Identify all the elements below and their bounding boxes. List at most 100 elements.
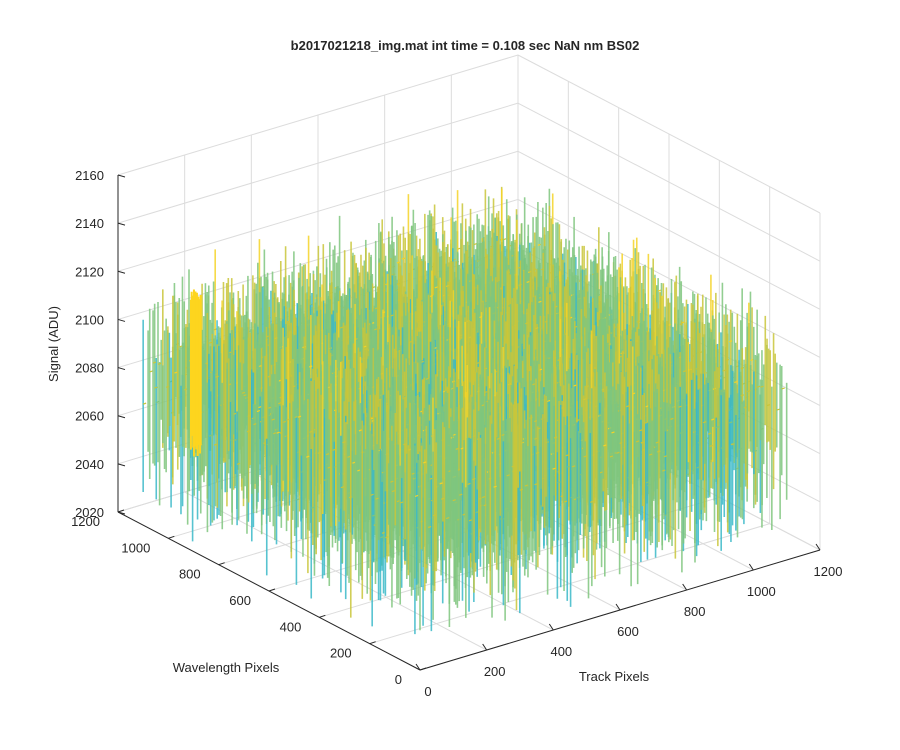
surface-spike — [401, 537, 406, 540]
surface-spike — [370, 493, 374, 496]
surface-spike — [544, 320, 549, 323]
surface-spike — [243, 394, 247, 397]
x-tick — [415, 663, 421, 671]
x-tick — [682, 583, 688, 591]
surface-spike — [711, 418, 715, 421]
surface-spike — [441, 497, 445, 500]
y-tick-label: 600 — [229, 593, 251, 608]
surface-spike — [455, 447, 459, 450]
x-tick — [815, 543, 821, 551]
z-tick — [117, 511, 126, 515]
surface-spike — [716, 425, 720, 429]
surface-spike — [273, 432, 277, 435]
surface-spike — [722, 369, 726, 372]
grid-line — [517, 54, 821, 214]
surface-spike — [691, 469, 695, 472]
y-axis-label: Wavelength Pixels — [173, 660, 280, 675]
x-tick-label: 1000 — [747, 584, 776, 599]
y-tick-label: 800 — [179, 567, 201, 582]
surface-spike — [174, 371, 178, 374]
surface-spike — [580, 473, 584, 476]
surface-spike — [390, 314, 394, 317]
surface-spike — [340, 486, 345, 489]
surface-spike — [149, 370, 153, 373]
surface-spike — [241, 391, 246, 394]
surface-spike — [645, 481, 650, 484]
x-tick-label: 200 — [484, 664, 506, 679]
x-axis-label: Track Pixels — [579, 669, 650, 684]
surface-spike — [213, 443, 218, 446]
x-tick-label: 1200 — [814, 564, 843, 579]
surface-spike — [152, 361, 157, 364]
surface-spike — [740, 394, 745, 397]
z-axis-label: Signal (ADU) — [46, 306, 61, 382]
x-tick — [615, 603, 621, 611]
surface-spike — [233, 412, 237, 415]
surface-spike — [473, 242, 478, 246]
grid-line — [517, 150, 821, 310]
surface-spike — [423, 461, 427, 464]
y-tick — [218, 562, 225, 566]
surface-spike — [157, 362, 162, 365]
surface-spike — [619, 441, 623, 444]
surface-spike — [429, 477, 433, 480]
surface-spike — [760, 385, 764, 388]
chart-title: b2017021218_img.mat int time = 0.108 sec… — [291, 38, 640, 53]
surface-spike — [246, 430, 251, 433]
surface-spike — [401, 257, 406, 260]
surface-spike — [459, 493, 463, 496]
surface-spike — [519, 488, 524, 491]
surface-spike — [263, 441, 267, 445]
surface-spike — [325, 453, 330, 456]
surface-spike — [609, 455, 614, 458]
surface-spike — [309, 365, 313, 368]
z-tick-label: 2120 — [75, 264, 104, 279]
surface-spike — [446, 516, 450, 520]
surface-spike — [374, 328, 378, 331]
z-tick — [117, 174, 126, 178]
surface-spike — [411, 472, 415, 475]
surface-spike — [570, 496, 574, 499]
surface-spike — [385, 536, 389, 539]
surface-spike — [381, 531, 386, 534]
surface-spike — [534, 483, 538, 486]
surface-spike — [309, 430, 313, 433]
surface-spike — [347, 455, 351, 458]
surface-spike — [414, 494, 419, 498]
surface-spike — [184, 388, 188, 391]
y-tick-label: 400 — [280, 619, 302, 634]
axis-layer: 0 200 400 600 800 1000 1200 0 200 400 600 800 1000 12… — [71, 168, 842, 699]
surface-spike — [560, 494, 564, 498]
surface-spike — [599, 471, 604, 474]
surface-spike — [416, 526, 420, 529]
surface-spike — [357, 469, 361, 472]
surface-spike — [657, 450, 661, 453]
surface-spike — [538, 300, 542, 303]
surface-spike — [625, 405, 630, 408]
surface-spike — [524, 484, 528, 487]
x-tick — [548, 623, 554, 631]
surface-spike — [565, 454, 569, 457]
surface-spike — [683, 370, 687, 373]
surface-spike — [475, 511, 479, 514]
surface-spike — [390, 480, 394, 483]
surface-spike — [253, 422, 257, 426]
grid-line — [517, 198, 821, 358]
surface-spike — [371, 514, 376, 517]
surface-spike — [327, 466, 331, 469]
surface-spike — [496, 437, 501, 440]
surface-spike — [352, 461, 356, 464]
surface-spike — [317, 451, 321, 454]
surface-spike — [662, 469, 666, 472]
surface-spike — [501, 433, 505, 437]
surface-spike — [590, 500, 594, 503]
surface-spike — [532, 383, 536, 386]
x-tick-label: 0 — [424, 684, 431, 699]
surface-spike — [154, 386, 158, 389]
surface-spike — [552, 467, 556, 470]
surface-spike — [576, 496, 581, 499]
y-tick — [419, 667, 427, 671]
surface-spike — [729, 421, 733, 424]
x-tick-label: 600 — [617, 624, 639, 639]
